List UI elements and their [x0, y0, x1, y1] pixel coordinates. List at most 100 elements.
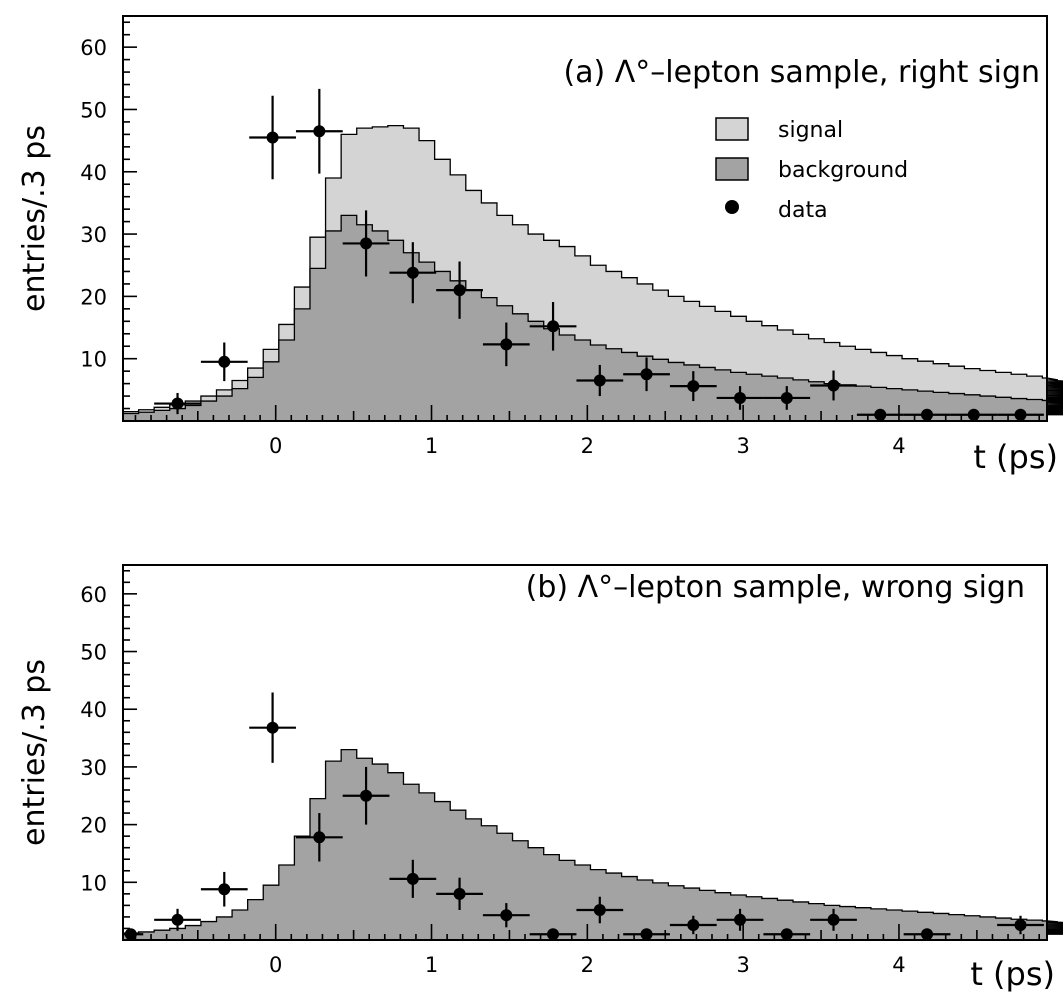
data-marker — [266, 131, 279, 144]
data-marker — [687, 919, 700, 931]
x-axis-title-a: t (ps) — [973, 438, 1058, 476]
data-marker — [640, 368, 653, 381]
data-marker — [171, 913, 184, 926]
data-point — [482, 903, 530, 928]
y-axis-title-a: entries/.3 ps — [17, 125, 52, 312]
y-tick-label: 10 — [80, 348, 107, 372]
data-marker — [547, 320, 560, 333]
x-tick-label: 2 — [581, 953, 594, 977]
x-tick-label: 1 — [425, 953, 438, 977]
panel-title-b: (b) Λ°–lepton sample, wrong sign — [526, 570, 1025, 605]
data-point — [997, 915, 1044, 935]
legend-data-label: data — [778, 198, 828, 223]
data-marker — [360, 237, 373, 250]
data-point — [716, 908, 764, 931]
data-marker — [640, 928, 653, 941]
data-point — [810, 370, 857, 401]
data-marker — [218, 355, 231, 368]
x-tick-label: 4 — [892, 434, 905, 458]
data-marker — [734, 391, 747, 404]
data-marker — [780, 391, 793, 404]
data-marker — [827, 379, 840, 392]
data-point — [529, 301, 577, 351]
data-marker — [921, 928, 934, 941]
data-marker — [313, 831, 326, 844]
y-tick-label: 10 — [80, 871, 107, 895]
data-marker — [218, 883, 231, 896]
data-point — [123, 928, 144, 941]
data-marker — [406, 266, 419, 279]
x-tick-label: 4 — [892, 953, 905, 977]
data-point — [436, 261, 483, 319]
data-point — [576, 896, 624, 924]
panel-title-a: (a) Λ°–lepton sample, right sign — [563, 55, 1040, 90]
data-point — [154, 908, 201, 931]
y-tick-label: 60 — [80, 583, 107, 607]
legend-data-marker — [725, 200, 739, 214]
legend-background-label: background — [778, 158, 908, 183]
x-tick-label: 2 — [581, 434, 594, 458]
x-tick-label: 0 — [269, 434, 282, 458]
data-marker — [687, 380, 700, 393]
data-point — [389, 859, 437, 898]
data-marker — [1014, 408, 1027, 421]
data-point — [810, 908, 857, 931]
panel-b: 10 20 30 40 50 60 0 1 2 3 4 (b) Λ°–lepton sample, … — [17, 564, 1063, 993]
data-marker — [500, 338, 513, 351]
data-marker — [500, 909, 513, 922]
y-tick-label: 40 — [80, 698, 107, 722]
y-tick-label: 30 — [80, 756, 107, 780]
x-tick-label: 0 — [269, 953, 282, 977]
data-point — [623, 357, 670, 392]
background-histogram — [122, 214, 1063, 422]
data-point — [389, 242, 437, 304]
data-marker — [266, 721, 279, 734]
data-point — [295, 88, 343, 174]
x-tick-label: 3 — [736, 953, 749, 977]
data-point — [763, 386, 811, 410]
background-histogram — [122, 748, 1063, 941]
data-marker — [453, 887, 466, 900]
data-point — [716, 386, 764, 410]
data-point — [249, 95, 296, 180]
data-point — [669, 371, 717, 402]
data-marker — [593, 904, 606, 916]
y-tick-label: 40 — [80, 161, 107, 185]
legend-signal-swatch — [715, 117, 749, 141]
y-tick-label: 20 — [80, 285, 107, 309]
data-point — [200, 342, 248, 382]
data-point — [576, 364, 624, 397]
data-marker — [967, 408, 980, 421]
histogram-layer-a — [122, 125, 1063, 422]
legend-background-swatch — [715, 157, 749, 181]
data-marker — [780, 928, 793, 941]
y-axis-title-b: entries/.3 ps — [17, 659, 52, 846]
data-points-b — [123, 692, 1044, 941]
data-marker — [124, 928, 137, 941]
y-tick-label: 50 — [80, 98, 107, 122]
data-points-a — [154, 88, 1044, 421]
histogram-layer-b — [122, 748, 1063, 941]
data-point — [482, 322, 530, 367]
panel-a: 10 20 30 40 50 60 0 1 2 3 4 (a) Λ°–lepton sample, … — [17, 15, 1063, 476]
data-marker — [874, 408, 887, 421]
data-marker — [1014, 919, 1027, 931]
x-axis-title-b: t (ps) — [970, 955, 1055, 993]
data-marker — [313, 125, 326, 138]
legend-signal-label: signal — [778, 118, 843, 143]
data-point — [295, 813, 343, 862]
data-point — [154, 392, 201, 415]
data-point — [342, 766, 390, 825]
data-marker — [827, 913, 840, 926]
axis-ticks-a: 10 20 30 40 50 60 0 1 2 3 4 — [80, 21, 1041, 458]
data-marker — [593, 374, 606, 387]
data-point — [436, 877, 483, 910]
data-marker — [171, 397, 184, 410]
y-tick-label: 20 — [80, 814, 107, 838]
data-marker — [406, 872, 419, 885]
data-marker — [547, 928, 560, 941]
data-point — [200, 871, 248, 907]
data-point — [249, 692, 296, 763]
y-tick-label: 30 — [80, 223, 107, 247]
